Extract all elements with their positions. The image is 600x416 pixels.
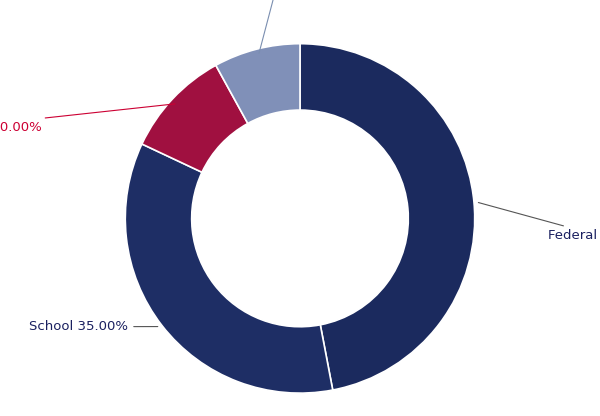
Wedge shape [300,44,475,390]
Text: Private/Employer 10.00%: Private/Employer 10.00% [0,104,175,134]
Wedge shape [216,44,300,124]
Wedge shape [125,144,333,393]
Text: Federal 47.00%: Federal 47.00% [478,203,600,243]
Text: School 35.00%: School 35.00% [29,320,158,333]
Wedge shape [142,65,248,172]
Text: State 8.00%: State 8.00% [238,0,320,53]
